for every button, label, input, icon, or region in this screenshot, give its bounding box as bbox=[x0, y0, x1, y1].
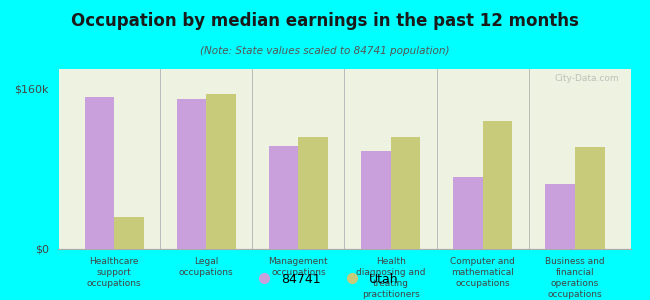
Text: Occupation by median earnings in the past 12 months: Occupation by median earnings in the pas… bbox=[71, 12, 579, 30]
Text: (Note: State values scaled to 84741 population): (Note: State values scaled to 84741 popu… bbox=[200, 46, 450, 56]
Bar bbox=[206, 94, 236, 249]
Bar bbox=[177, 99, 206, 249]
Bar bbox=[575, 147, 604, 249]
Bar bbox=[298, 137, 328, 249]
Bar bbox=[84, 97, 114, 249]
Bar bbox=[453, 177, 483, 249]
Bar bbox=[114, 217, 144, 249]
Bar bbox=[361, 151, 391, 249]
Legend: 84741, Utah: 84741, Utah bbox=[246, 268, 404, 291]
Bar bbox=[269, 146, 298, 249]
Bar bbox=[483, 121, 512, 249]
Bar bbox=[545, 184, 575, 249]
Text: City-Data.com: City-Data.com bbox=[554, 74, 619, 83]
Bar bbox=[391, 137, 420, 249]
